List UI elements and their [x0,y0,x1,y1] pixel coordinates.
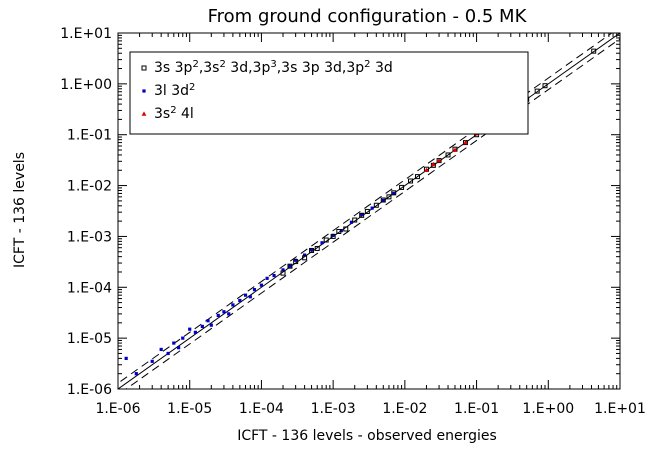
y-tick-label: 1.E+01 [60,26,112,42]
legend-box [129,51,529,135]
x-axis-label: ICFT - 136 levels - observed energies [237,428,497,444]
data-point-series-1 [243,293,248,297]
data-point-series-2 [463,139,468,145]
data-point-series-1 [360,212,364,217]
data-point-series-1 [248,295,252,299]
data-point-series-0 [359,212,365,218]
reference-line-group [125,38,620,389]
data-point-series-1 [216,313,220,318]
reference-line-dashed [118,33,613,384]
data-point-series-0 [314,245,320,251]
x-tick-label: 1.E-02 [382,401,427,417]
data-point-series-0 [542,83,548,89]
chart-title: From ground configuration - 0.5 MK [208,6,528,27]
data-point-series-0 [293,259,299,265]
data-point-series-1 [200,324,204,329]
data-point-series-0 [445,152,451,158]
x-tick-label: 1.E-05 [167,401,212,417]
data-point-series-0 [343,226,349,232]
data-point-series-0 [373,202,379,208]
plot-frame [117,32,621,390]
y-tick-label: 1.E-03 [67,229,112,245]
data-point-series-1 [349,220,354,224]
x-tick-label: 1.E-01 [454,401,499,417]
data-point-series-1 [259,283,264,287]
data-point-series-1 [172,341,176,345]
data-point-series-0 [280,270,286,276]
data-point-series-1 [124,356,128,360]
data-point-series-1 [309,248,314,252]
data-point-series-1 [231,303,235,307]
data-point-series-1 [227,312,231,316]
legend-label-2: 3s2 4l [154,105,194,123]
data-point-series-1 [381,198,385,203]
y-tick-label: 1.E+00 [60,77,112,93]
data-point-series-1 [238,298,242,303]
data-point-series-1 [272,273,276,278]
data-point-series-1 [320,241,324,245]
x-tick-label: 1.E+01 [594,401,646,417]
data-point-series-1 [303,253,307,257]
y-tick-label: 1.E-04 [67,280,112,296]
reference-line-dashed [125,38,620,389]
data-point-series-1 [370,206,374,210]
data-point-series-1 [331,233,335,237]
y-tick-label: 1.E-06 [67,382,112,398]
data-point-series-0 [287,263,293,269]
data-point-series-1 [206,319,210,323]
y-tick-label: 1.E-05 [67,331,112,347]
data-point-series-1 [181,336,185,340]
data-point-series-1 [134,372,138,376]
data-point-series-0 [591,48,597,54]
data-point-series-0 [386,194,392,200]
legend: 3s 3p2,3s2 3d,3p3,3s 3p 3d,3p2 3d 3l 3d2 3… [129,51,529,135]
data-point-series-2 [430,161,436,167]
reference-line-group [118,33,613,384]
plot-area: 1.E-06 1.E-05 1.E-04 1.E-03 1.E-02 1.E-01 1.E+… [60,26,646,417]
data-point-series-1 [222,310,226,314]
data-point-series-1 [252,288,257,292]
data-point-series-2 [424,167,429,173]
data-point-series-0 [302,255,308,261]
data-point-series-1 [209,323,213,327]
legend-marker-1 [142,89,146,93]
y-axis-label: ICFT - 136 levels [12,152,28,268]
data-point-series-1 [294,258,298,262]
legend-marker-0 [141,65,147,71]
legend-marker-2 [141,111,147,116]
data-point-series-1 [392,191,396,196]
data-point-series-0 [414,174,420,180]
data-point-series-0 [391,190,397,196]
data-point-series-0 [309,247,315,253]
legend-label-1: 3l 3d2 [154,82,195,100]
data-point-series-0 [534,88,540,94]
x-tick-label: 1.E-06 [95,401,140,417]
data-point-series-0 [323,237,329,243]
x-tick-label: 1.E-03 [311,401,356,417]
data-point-series-1 [177,346,181,350]
data-point-series-1 [166,351,170,356]
data-point-series-0 [380,197,386,203]
x-tick-label: 1.E-04 [239,401,284,417]
data-point-series-0 [399,184,405,190]
data-point-series-1 [150,359,154,363]
data-point-series-2 [436,157,442,163]
data-point-series-0 [336,229,342,234]
data-point-series-1 [281,268,285,272]
data-point-series-0 [408,178,414,184]
data-point-series-1 [188,327,192,331]
data-point-series-2 [452,147,458,152]
y-tick-label: 1.E-01 [67,128,112,144]
data-point-series-0 [364,208,370,214]
data-point-series-1 [193,330,197,334]
data-point-series-1 [288,264,292,268]
data-point-series-1 [265,276,269,280]
legend-label-0: 3s 3p2,3s2 3d,3p3,3s 3p 3d,3p2 3d [154,59,393,77]
y-tick-label: 1.E-02 [67,179,112,195]
data-point-series-0 [330,233,336,239]
x-tick-label: 1.E+00 [522,401,574,417]
data-point-series-0 [352,217,358,223]
data-point-series-1 [159,347,163,352]
